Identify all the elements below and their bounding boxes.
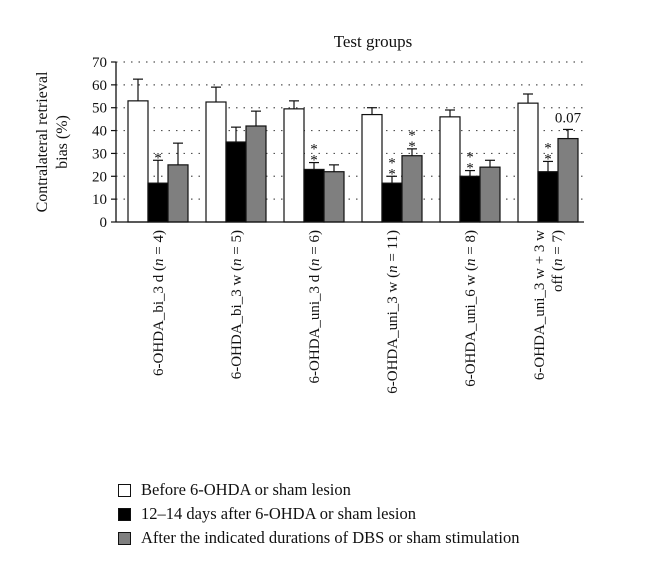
- y-tick-label: 50: [92, 101, 107, 117]
- y-tick-label: 70: [92, 55, 107, 71]
- p-value-label: 0.07: [555, 110, 582, 126]
- bar-before: [283, 108, 305, 223]
- x-tick-label: 6-OHDA_bi_3 w (n = 5): [229, 230, 245, 379]
- x-tick-label: off (n = 7): [550, 230, 566, 292]
- x-tick-label: 6-OHDA_uni_3 w + 3 w: [532, 230, 548, 380]
- y-tick-label: 60: [92, 78, 107, 94]
- legend-swatch-after-lesion: [118, 507, 131, 521]
- legend-label-after-dbs: After the indicated durations of DBS or …: [141, 528, 520, 547]
- x-tick-labels: 6-OHDA_bi_3 d (n = 4) 6-OHDA_bi_3 w (n = …: [151, 230, 566, 394]
- significance-star: *: [388, 166, 396, 182]
- significance-star: *: [544, 140, 552, 156]
- x-tick-label: 6-OHDA_uni_6 w (n = 8): [463, 230, 479, 387]
- y-tick-label: 30: [92, 146, 107, 162]
- bar-after-dbs: [557, 137, 579, 223]
- bar-after-dbs: [167, 164, 189, 223]
- x-tick-label: 6-OHDA_uni_3 w (n = 11): [385, 230, 401, 394]
- y-ticks: 0 10 20 30 40 50 60 70: [92, 55, 116, 231]
- legend-item-before: Before 6-OHDA or sham lesion: [118, 478, 520, 502]
- bar-after-dbs: [323, 171, 345, 223]
- y-tick-label: 0: [100, 215, 108, 231]
- bar-before: [439, 116, 461, 223]
- significance-star: *: [310, 142, 318, 158]
- significance-star: *: [466, 150, 474, 166]
- y-axis-label: bias (%): [54, 115, 71, 169]
- bar-after-lesion: [537, 171, 559, 223]
- bar-after-dbs: [245, 125, 267, 223]
- bar-before: [127, 100, 149, 223]
- significance-star: *: [154, 150, 162, 166]
- bar-after-lesion: [147, 182, 169, 223]
- significance-star: *: [544, 151, 552, 167]
- legend-item-after-lesion: 12–14 days after 6-OHDA or sham lesion: [118, 502, 520, 526]
- significance-star: *: [388, 155, 396, 171]
- gridlines: [116, 61, 584, 200]
- axes: [115, 62, 584, 223]
- bar-after-lesion: [381, 182, 403, 223]
- x-tick-label: 6-OHDA_bi_3 d (n = 4): [151, 230, 167, 376]
- legend-label-after-lesion: 12–14 days after 6-OHDA or sham lesion: [141, 504, 416, 523]
- significance-star: *: [466, 161, 474, 177]
- bar-after-lesion: [225, 141, 247, 223]
- significance-annotations: *** ********0.07: [154, 110, 581, 182]
- significance-star: *: [310, 153, 318, 169]
- y-tick-label: 20: [92, 169, 107, 185]
- bar-after-lesion: [459, 175, 481, 223]
- legend-item-after-dbs: After the indicated durations of DBS or …: [118, 526, 520, 550]
- legend-label-before: Before 6-OHDA or sham lesion: [141, 480, 351, 499]
- bar-before: [361, 113, 383, 223]
- chart-title: Test groups: [334, 32, 413, 51]
- y-tick-label: 40: [92, 124, 107, 140]
- legend-swatch-after-dbs: [118, 531, 131, 545]
- bar-after-dbs: [401, 155, 423, 223]
- y-axis-label: Contralateral retrieval: [34, 71, 51, 212]
- bar-after-lesion: [303, 168, 325, 223]
- bar-before: [517, 102, 539, 223]
- bars: [127, 78, 579, 223]
- legend: Before 6-OHDA or sham lesion 12–14 days …: [118, 478, 520, 550]
- legend-swatch-before: [118, 483, 131, 497]
- significance-star: *: [408, 128, 416, 144]
- bar-after-dbs: [479, 166, 501, 223]
- y-tick-label: 10: [92, 192, 107, 208]
- bar-before: [205, 101, 227, 223]
- significance-star: *: [408, 139, 416, 155]
- x-tick-label: 6-OHDA_uni_3 d (n = 6): [307, 230, 323, 383]
